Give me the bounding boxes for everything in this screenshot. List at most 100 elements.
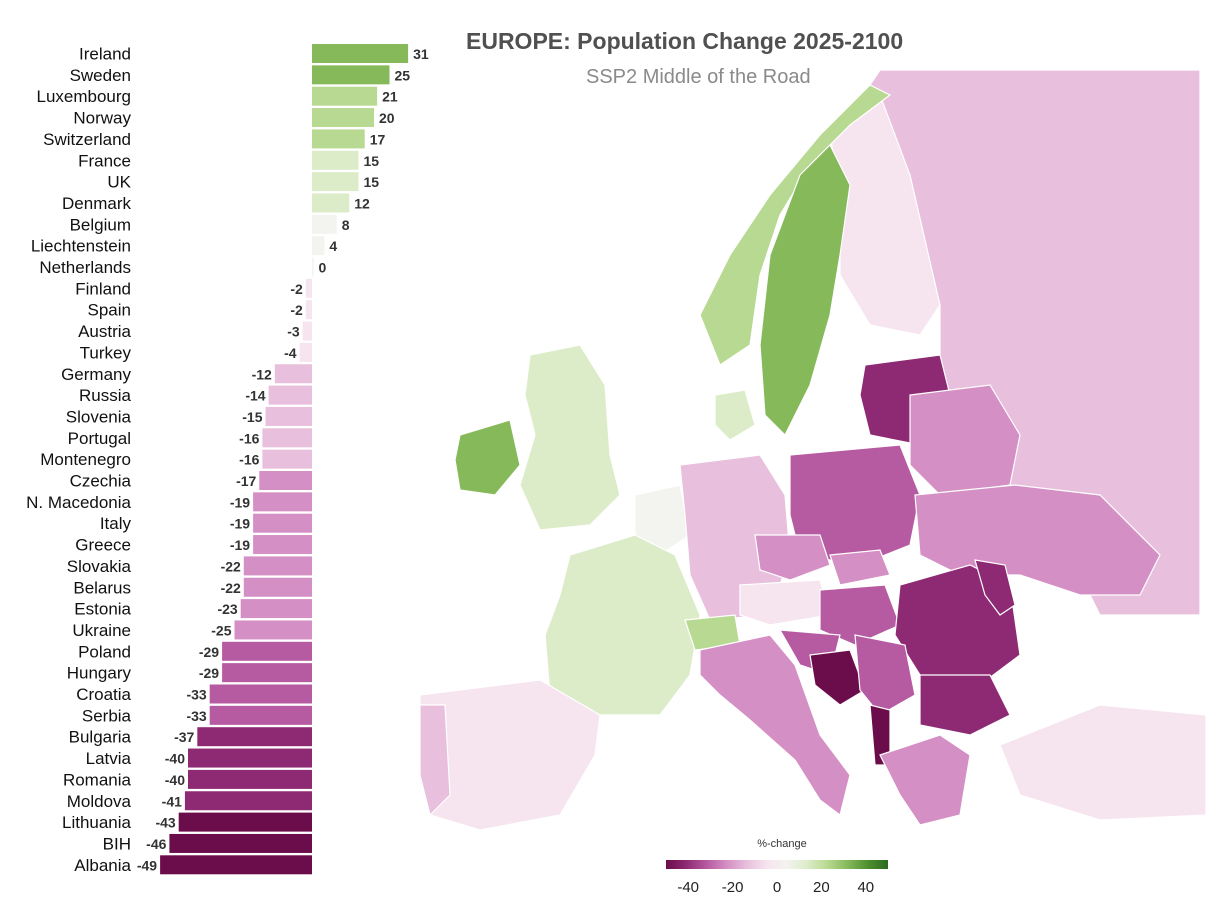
category-label: Denmark	[62, 194, 131, 213]
value-label: -2	[290, 281, 303, 297]
category-label: Czechia	[70, 472, 132, 491]
map-region-portugal	[419, 704, 451, 817]
bar-ireland	[312, 44, 409, 63]
value-label: -16	[239, 430, 259, 446]
value-label: 15	[364, 153, 380, 169]
category-label: Ireland	[79, 45, 131, 64]
bar-turkey	[299, 342, 312, 362]
value-label: 21	[382, 89, 398, 105]
category-label: BIH	[103, 834, 131, 853]
value-label: -22	[221, 580, 241, 596]
bar-croatia	[209, 684, 312, 704]
value-label: 31	[413, 46, 429, 62]
value-label: -14	[245, 388, 265, 404]
value-label: -29	[199, 665, 219, 681]
bar-lithuania	[178, 812, 312, 832]
map-region-france	[544, 534, 701, 716]
legend-tick: 20	[813, 879, 830, 896]
map-region-benelux	[634, 484, 691, 556]
category-label: Portugal	[68, 429, 131, 448]
category-label: Latvia	[86, 749, 132, 768]
bar-spain	[305, 300, 312, 320]
map-region-serbia	[854, 634, 916, 716]
category-label: Spain	[88, 301, 131, 320]
bar-liechtenstein	[312, 236, 325, 256]
legend-tick: 0	[772, 879, 782, 896]
value-label: -15	[242, 409, 262, 425]
bar-luxembourg	[312, 86, 378, 106]
map-region-czechia	[754, 534, 831, 581]
category-label: Belarus	[73, 578, 131, 597]
bar-estonia	[240, 599, 312, 619]
value-label: 17	[370, 131, 386, 147]
map-region-denmark	[714, 389, 756, 441]
bar-uk	[312, 172, 359, 192]
value-label: -46	[146, 836, 166, 852]
category-label: Lithuania	[62, 813, 132, 832]
bar-czechia	[259, 471, 312, 490]
value-label: -40	[165, 751, 185, 767]
bar-france	[312, 150, 359, 170]
value-label: 20	[379, 110, 395, 126]
value-label: -19	[230, 537, 250, 553]
value-label: 15	[364, 174, 380, 190]
value-label: -16	[239, 452, 259, 468]
bar-sweden	[312, 65, 390, 85]
legend-tick: -20	[721, 879, 744, 896]
category-label: Slovakia	[67, 557, 132, 576]
value-label: -19	[230, 494, 250, 510]
category-label: Sweden	[70, 66, 131, 85]
category-label: Russia	[79, 386, 132, 405]
bar-poland	[222, 641, 312, 661]
value-label: -33	[186, 708, 206, 724]
category-label: Slovenia	[66, 407, 132, 426]
value-label: -37	[174, 729, 194, 745]
category-label: Hungary	[67, 664, 132, 683]
map-region-hungary	[819, 584, 901, 646]
value-label: -17	[236, 473, 256, 489]
value-label: -49	[137, 857, 157, 873]
category-label: Austria	[78, 322, 131, 341]
category-label: Ukraine	[72, 621, 131, 640]
map-region-norway	[699, 84, 892, 366]
category-label: Poland	[78, 642, 131, 661]
map-region-poland	[789, 444, 921, 566]
bar-netherlands	[312, 257, 314, 277]
value-label: -41	[162, 793, 182, 809]
map-region-austria	[739, 579, 831, 626]
category-label: Germany	[61, 365, 131, 384]
bar-chart: Ireland 31 Sweden 25 Luxembourg 21 Norway 20 Swi…	[26, 44, 429, 875]
category-label: Belgium	[70, 215, 131, 234]
bar-finland	[305, 278, 312, 298]
map-region-uk	[519, 344, 621, 531]
bar-portugal	[262, 428, 312, 448]
value-label: 8	[342, 217, 350, 233]
bar-albania	[160, 855, 312, 875]
value-label: -19	[230, 516, 250, 532]
bar-slovenia	[265, 406, 312, 426]
value-label: -2	[290, 302, 303, 318]
bar-romania	[188, 769, 312, 789]
bar-serbia	[209, 705, 312, 725]
value-label: 0	[319, 260, 327, 276]
category-label: Albania	[74, 856, 131, 875]
bar-greece	[253, 535, 312, 555]
bar-bulgaria	[197, 727, 312, 747]
legend-ticks: -40 -20 0 20 40	[666, 869, 888, 896]
category-label: Montenegro	[40, 450, 131, 469]
map-region-turkey	[999, 704, 1206, 821]
category-label: Croatia	[76, 685, 131, 704]
color-legend: %-change -40 -20 0 20 40	[666, 838, 888, 896]
bar-ukraine	[234, 620, 312, 640]
bar-moldova	[184, 791, 312, 811]
value-label: -40	[165, 772, 185, 788]
category-label: Serbia	[82, 706, 132, 725]
category-label: France	[78, 151, 131, 170]
bar-denmark	[312, 193, 350, 213]
category-label: Norway	[73, 109, 131, 128]
map-region-bulgaria	[919, 674, 1011, 736]
value-label: -4	[284, 345, 297, 361]
category-label: UK	[107, 173, 131, 192]
category-label: Moldova	[67, 792, 132, 811]
value-label: -12	[252, 366, 272, 382]
